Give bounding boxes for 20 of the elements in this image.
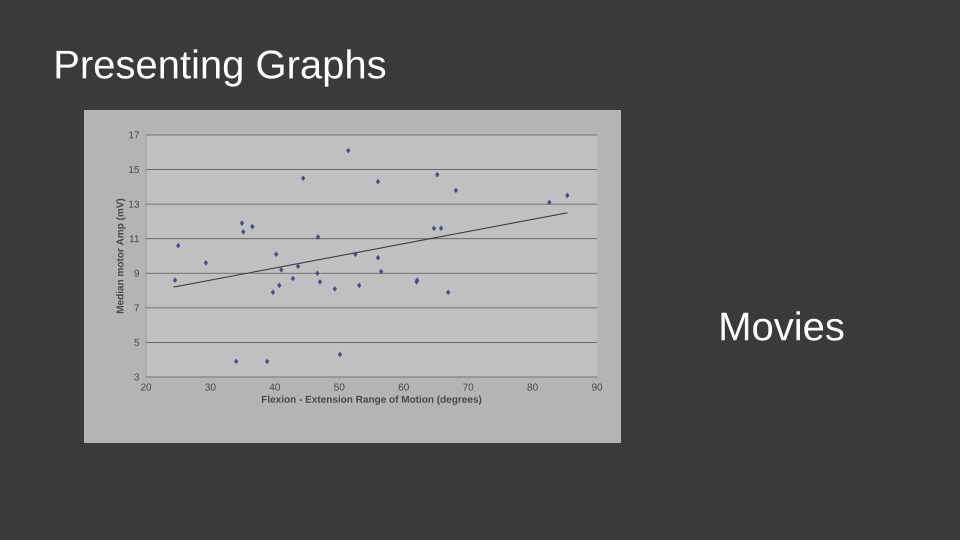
y-tick-label: 5	[134, 338, 140, 346]
y-tick-label: 17	[129, 132, 139, 138]
y-tick-label: 13	[129, 200, 140, 208]
y-tick-label: 15	[129, 166, 140, 174]
x-tick-label: 30	[205, 384, 216, 391]
x-tick-label: 50	[334, 384, 344, 391]
x-tick-label: 60	[398, 384, 409, 391]
y-tick-label: 9	[134, 270, 140, 277]
y-tick-label: 7	[134, 304, 139, 312]
y-tick-label: 11	[130, 235, 139, 242]
y-axis-title: Median motor Amp (mV)	[116, 198, 126, 314]
x-tick-label: 80	[527, 384, 538, 391]
y-tick-label: 3	[134, 373, 140, 381]
x-axis-title: Flexion - Extension Range of Motion (degrees)	[262, 395, 482, 405]
chart-title: Presenting Graphs	[56, 49, 386, 87]
x-tick-label: 40	[270, 384, 280, 391]
x-tick-label: 20	[140, 384, 152, 391]
x-tick-label: 70	[463, 384, 474, 391]
x-tick-label: 90	[592, 384, 602, 391]
text: Movies	[721, 311, 844, 341]
